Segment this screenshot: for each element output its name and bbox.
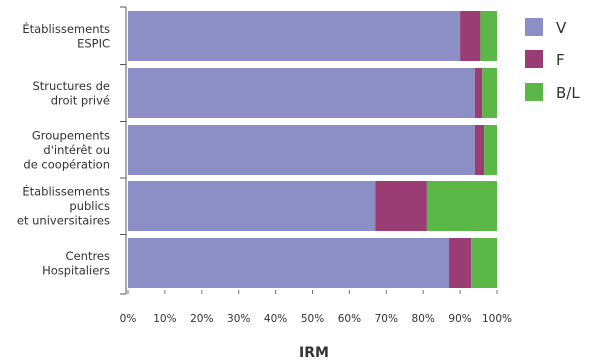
bar-2-bl [482, 68, 497, 118]
x-tick-label: 100% [482, 313, 512, 325]
category-label: Groupements d'intérêt ou de coopération [23, 129, 110, 172]
bar-1-f [460, 11, 481, 61]
category-label-line: ESPIC [77, 36, 110, 50]
category-label-line: publics [69, 199, 110, 213]
legend-swatch-v [525, 18, 543, 36]
x-tick-label: 90% [448, 313, 471, 325]
category-label-line: d'intérêt ou [43, 143, 110, 157]
bars-group [128, 11, 497, 288]
x-axis-title: IRM [299, 345, 329, 361]
legend-label-f: F [556, 51, 565, 69]
bar-2-v [128, 68, 475, 118]
category-label: Structures de droit privé [32, 79, 110, 108]
category-label-line: Groupements [32, 129, 110, 143]
category-label-line: Établissements [22, 184, 110, 199]
x-ticks: 0% 10% 20% 30% 40% 50% 60% 70% 80% 90% 100% [120, 290, 512, 325]
x-tick-label: 70% [375, 313, 398, 325]
bar-4-v [128, 181, 376, 231]
axes [120, 6, 127, 295]
x-tick-label: 40% [264, 313, 287, 325]
category-label-line: Structures de [32, 79, 110, 93]
bar-4-bl [426, 181, 497, 231]
category-label: Centres Hospitaliers [42, 249, 110, 278]
legend-label-bl: B/L [556, 84, 580, 102]
x-tick-label: 80% [412, 313, 435, 325]
x-tick-label: 60% [338, 313, 361, 325]
bar-3-f [474, 125, 485, 175]
category-label-line: Établissements [22, 21, 110, 36]
bar-5-v [128, 238, 450, 288]
category-label-line: droit privé [51, 93, 110, 107]
x-tick-label: 0% [120, 313, 137, 325]
bar-1-v [128, 11, 461, 61]
bar-3-bl [484, 125, 497, 175]
legend: VF B/L [525, 18, 580, 102]
bar-1-bl [480, 11, 497, 61]
bar-5-bl [471, 238, 497, 288]
category-label: Établissements publics et universitaires [17, 184, 110, 228]
category-label-line: Hospitaliers [42, 263, 110, 277]
bar-5-f [449, 238, 472, 288]
x-tick-label: 30% [227, 313, 250, 325]
x-tick-label: 10% [153, 313, 176, 325]
legend-swatch-bl [525, 83, 543, 101]
bar-4-f [375, 181, 427, 231]
category-label: Établissements ESPIC [22, 21, 110, 51]
legend-swatch-f [525, 50, 543, 68]
category-label-line: et universitaires [17, 214, 110, 228]
x-tick-label: 50% [301, 313, 324, 325]
bar-2-f [474, 68, 483, 118]
category-label-line: de coopération [23, 158, 110, 172]
legend-label-v: V [556, 19, 567, 37]
x-tick-label: 20% [190, 313, 213, 325]
category-label-line: Centres [66, 249, 110, 263]
bar-3-v [128, 125, 475, 175]
